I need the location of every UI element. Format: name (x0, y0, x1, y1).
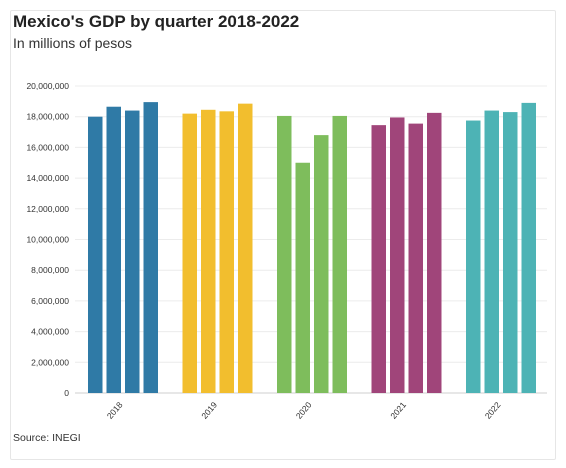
y-tick-label: 0 (64, 388, 69, 398)
bar-2022-q4 (521, 102, 536, 393)
y-tick-label: 2,000,000 (31, 357, 69, 367)
bar-2021-q1 (371, 125, 386, 393)
bar-2020-q2 (295, 162, 310, 393)
y-axis-ticks: 0 2,000,000 4,000,000 6,000,000 8,000,000 10,… (26, 81, 69, 398)
bar-2019-q1 (182, 113, 197, 393)
y-tick-label: 4,000,000 (31, 327, 69, 337)
bar-2022-q1 (466, 120, 481, 393)
x-category-label: 2018 (105, 400, 125, 421)
bar-2020-q1 (277, 115, 292, 394)
x-category-label: 2020 (294, 400, 314, 421)
bar-2021-q4 (427, 112, 442, 394)
x-category-label: 2021 (388, 400, 408, 421)
bars (88, 102, 536, 394)
bar-2019-q2 (201, 109, 216, 393)
source-note: Source: INEGI (13, 432, 81, 444)
bar-2021-q2 (390, 117, 405, 393)
bar-2021-q3 (408, 123, 423, 394)
y-tick-label: 14,000,000 (26, 173, 69, 183)
y-tick-label: 10,000,000 (26, 235, 69, 245)
bar-2019-q3 (219, 111, 234, 393)
y-tick-label: 18,000,000 (26, 112, 69, 122)
y-tick-label: 6,000,000 (31, 296, 69, 306)
bar-2020-q3 (314, 135, 329, 393)
x-category-label: 2019 (199, 400, 219, 421)
y-tick-label: 8,000,000 (31, 265, 69, 275)
y-tick-label: 12,000,000 (26, 204, 69, 214)
bar-2018-q2 (106, 106, 121, 393)
bar-2019-q4 (238, 103, 253, 393)
bar-2020-q4 (332, 115, 347, 394)
bar-2022-q2 (484, 110, 499, 393)
x-category-label: 2022 (483, 400, 503, 421)
bar-2018-q1 (88, 116, 103, 393)
x-axis-labels: 2018 2019 2020 2021 2022 (105, 400, 503, 421)
y-tick-label: 16,000,000 (26, 142, 69, 152)
bar-2022-q3 (503, 112, 518, 393)
bar-2018-q3 (125, 110, 140, 393)
bar-2018-q4 (143, 102, 158, 394)
y-tick-label: 20,000,000 (26, 81, 69, 91)
chart-title: Mexico's GDP by quarter 2018-2022 (13, 12, 300, 31)
chart-subtitle: In millions of pesos (13, 35, 133, 51)
